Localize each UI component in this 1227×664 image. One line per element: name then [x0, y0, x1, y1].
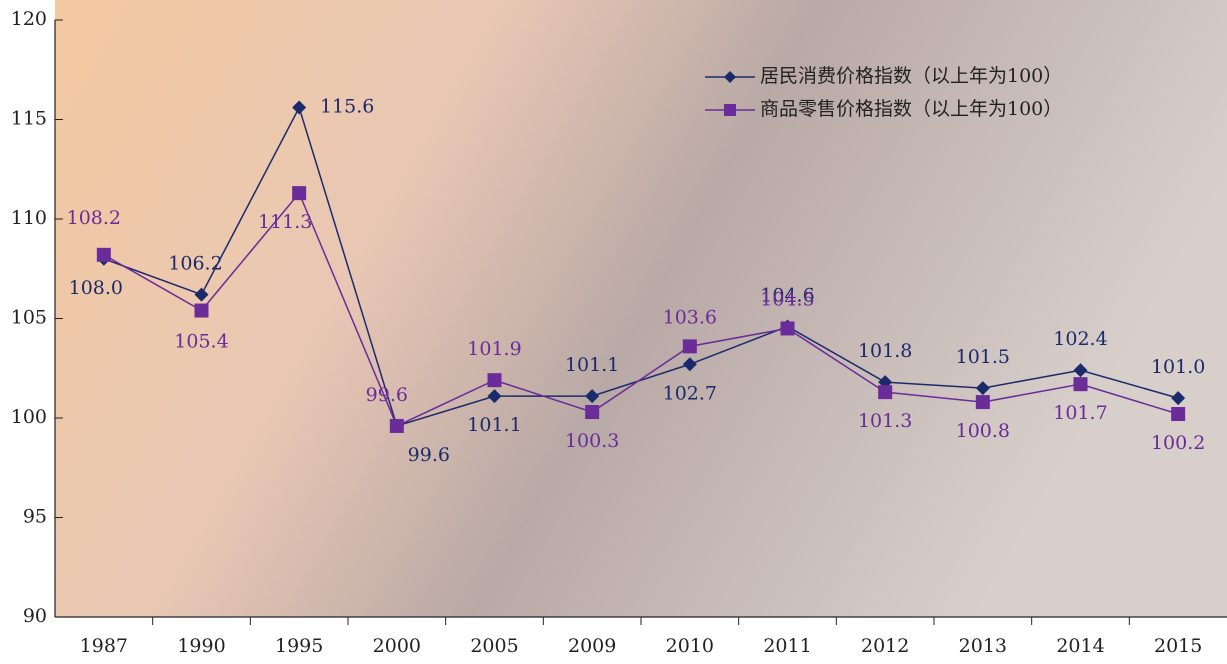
data-label: 101.7: [1053, 402, 1107, 424]
x-tick-label: 2012: [861, 635, 909, 657]
data-label: 115.6: [320, 96, 374, 118]
x-tick-label: 2011: [763, 635, 811, 657]
data-label: 102.7: [663, 382, 717, 404]
data-label: 108.2: [67, 207, 121, 229]
data-label: 103.6: [663, 306, 717, 328]
series-line: [103, 191, 1179, 427]
y-tick-label: 95: [23, 506, 47, 528]
y-tick-label: 105: [11, 307, 47, 329]
data-label: 99.6: [366, 384, 408, 406]
data-label: 101.1: [467, 414, 521, 436]
y-tick-label: 115: [11, 108, 47, 130]
y-tick-label: 100: [11, 406, 47, 428]
marker: [975, 381, 990, 396]
marker: [780, 321, 795, 336]
data-label: 101.1: [565, 354, 619, 376]
x-tick-label: 2009: [568, 635, 616, 657]
marker: [1171, 391, 1186, 406]
x-tick-label: 1990: [177, 635, 225, 657]
y-tick-label: 90: [23, 605, 47, 627]
marker: [682, 339, 697, 354]
legend-marker: [724, 104, 736, 116]
marker: [389, 418, 404, 433]
x-tick-label: 2005: [470, 635, 518, 657]
data-label: 101.5: [956, 346, 1010, 368]
data-label: 100.2: [1151, 432, 1205, 454]
data-label: 111.3: [258, 211, 312, 233]
marker: [975, 395, 990, 410]
series-line: [103, 105, 1179, 427]
data-label: 101.9: [467, 338, 521, 360]
y-tick-label: 110: [11, 207, 47, 229]
marker: [96, 247, 111, 262]
plot-background: [55, 0, 1227, 617]
data-label: 106.2: [168, 253, 222, 275]
data-label: 99.6: [408, 444, 450, 466]
marker: [487, 389, 502, 404]
data-label: 101.3: [858, 410, 912, 432]
data-label: 105.4: [174, 331, 228, 353]
legend-marker: [724, 71, 736, 83]
marker: [1073, 377, 1088, 392]
marker: [585, 405, 600, 420]
data-label: 108.0: [69, 277, 123, 299]
legend-label: 商品零售价格指数（以上年为100）: [760, 98, 1062, 120]
data-label: 101.0: [1151, 356, 1205, 378]
marker: [682, 357, 697, 372]
x-tick-label: 2015: [1154, 635, 1202, 657]
marker: [1171, 407, 1186, 422]
marker: [292, 100, 307, 115]
marker: [194, 287, 209, 302]
marker: [1073, 363, 1088, 378]
x-tick-label: 2014: [1056, 635, 1104, 657]
data-label: 100.3: [565, 430, 619, 452]
marker: [878, 385, 893, 400]
data-label: 102.4: [1053, 328, 1107, 350]
marker: [194, 303, 209, 318]
y-tick-label: 120: [11, 8, 47, 30]
marker: [585, 389, 600, 404]
x-tick-label: 1995: [275, 635, 323, 657]
x-tick-label: 2010: [666, 635, 714, 657]
data-label: 101.8: [858, 340, 912, 362]
x-tick-label: 2013: [959, 635, 1007, 657]
marker: [487, 373, 502, 388]
x-tick-label: 2000: [373, 635, 421, 657]
marker: [292, 186, 307, 201]
x-tick-label: 1987: [80, 635, 128, 657]
data-label: 104.5: [760, 288, 814, 310]
legend-label: 居民消费价格指数（以上年为100）: [760, 65, 1062, 87]
data-label: 104.6: [760, 284, 814, 306]
data-label: 100.8: [956, 420, 1010, 442]
